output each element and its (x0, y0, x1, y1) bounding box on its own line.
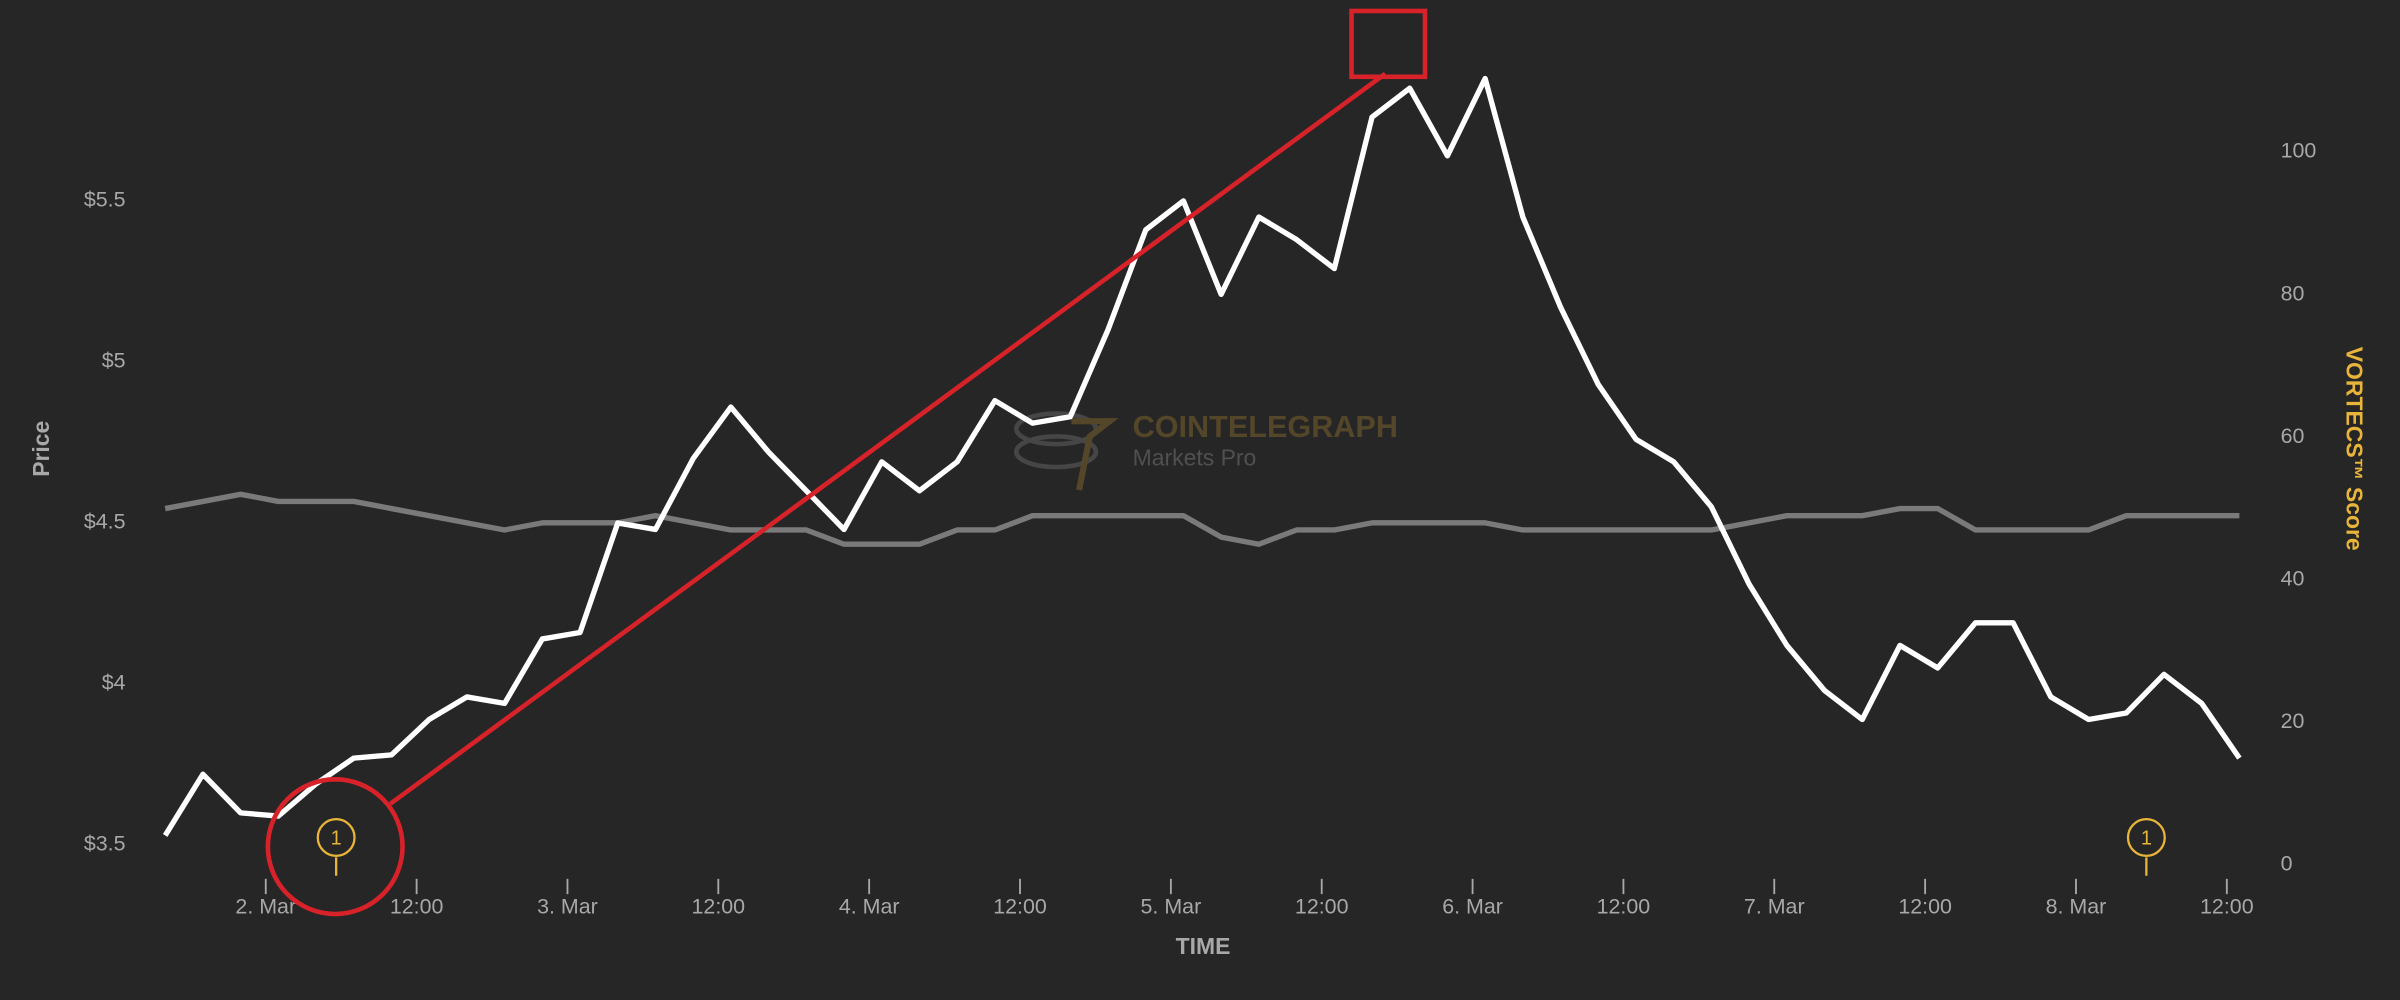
watermark-subtitle: Markets Pro (1133, 445, 1257, 471)
x-tick-label: 12:00 (2200, 895, 2254, 919)
event-marker (316, 817, 356, 858)
x-tick-label: 5. Mar (1141, 895, 1202, 919)
y2-axis-title: VORTECS™ Score (2341, 347, 2367, 551)
x-tick-label: 12:00 (1597, 895, 1651, 919)
event-label: 1 (331, 827, 342, 849)
highlight-box (1349, 8, 1428, 80)
watermark: COINTELEGRAPH Markets Pro (1014, 410, 1398, 491)
highlight-circle (265, 777, 405, 917)
x-tick-label: 12:00 (1898, 895, 1952, 919)
x-tick-label: 12:00 (993, 895, 1047, 919)
y2-tick-label: 40 (2281, 567, 2305, 591)
series-line (164, 491, 2240, 547)
x-tick-label: 3. Mar (537, 895, 598, 919)
y-tick-label: $4 (102, 671, 126, 695)
x-tick-label: 2. Mar (235, 895, 296, 919)
y-tick-label: $5 (102, 349, 126, 373)
watermark-logo (1071, 418, 1119, 491)
y-tick-label: $3.5 (84, 832, 126, 856)
y-axis-title: Price (28, 421, 54, 477)
x-tick-label: 8. Mar (2046, 895, 2107, 919)
y2-tick-label: 80 (2281, 281, 2305, 305)
series-line (162, 75, 2242, 837)
y2-tick-label: 100 (2281, 139, 2317, 163)
x-tick-label: 12:00 (1295, 895, 1349, 919)
watermark-title: COINTELEGRAPH (1133, 410, 1398, 444)
y-tick-label: $4.5 (84, 510, 126, 534)
watermark-logo (1014, 434, 1099, 470)
x-tick-label: 12:00 (692, 895, 746, 919)
x-tick-label: 12:00 (390, 895, 444, 919)
trend-arrow (388, 71, 1387, 806)
y-tick-label: $5.5 (84, 188, 126, 212)
y2-tick-label: 60 (2281, 424, 2305, 448)
event-label: 1 (2141, 827, 2152, 849)
plot-area: $3.5 $4 $4.5 $5 $5.5 0 20 40 60 80 100 2. Mar 12:00 3… (84, 75, 2317, 919)
event-marker (2126, 817, 2166, 858)
x-tick-label: 6. Mar (1442, 895, 1503, 919)
x-tick-label: 4. Mar (839, 895, 900, 919)
y2-tick-label: 20 (2281, 709, 2305, 733)
highlight (265, 8, 1428, 917)
x-tick-label: 7. Mar (1744, 895, 1805, 919)
y2-tick-label: 0 (2281, 852, 2293, 876)
x-axis-title: TIME (1176, 933, 1231, 959)
